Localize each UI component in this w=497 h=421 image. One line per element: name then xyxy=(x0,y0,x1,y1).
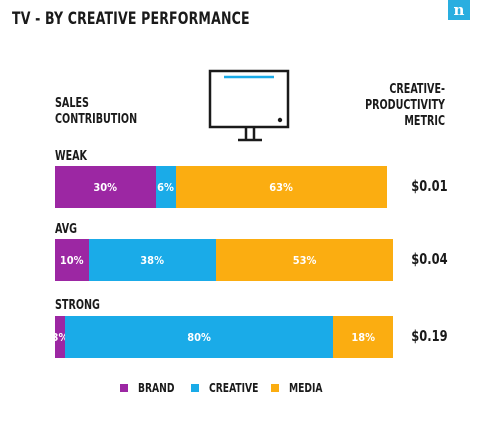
bar-avg: 10% 38% 53% xyxy=(55,239,394,281)
legend-item-brand: BRAND xyxy=(120,381,181,395)
bar-segment-avg-brand: 10% xyxy=(55,239,89,281)
sales-label-line2: CONTRIBUTION xyxy=(55,112,138,127)
sales-contribution-label: SALES CONTRIBUTION xyxy=(55,96,137,128)
bar-segment-weak-media: 63% xyxy=(175,166,387,208)
bar-segment-weak-creative: 6% xyxy=(155,166,176,208)
nielsen-logo-icon: n xyxy=(448,0,470,20)
metric-strong: $0.19 xyxy=(411,327,448,345)
bar-segment-strong-media: 18% xyxy=(333,316,394,358)
row-label-strong: STRONG xyxy=(55,298,100,313)
legend-swatch-media xyxy=(271,384,279,392)
productivity-metric-label: CREATIVE- PRODUCTIVITY METRIC xyxy=(351,82,445,130)
bar-weak: 30% 6% 63% xyxy=(55,166,387,208)
bar-segment-strong-creative: 80% xyxy=(65,316,334,358)
metric-label-line3: METRIC xyxy=(404,114,445,129)
bar-segment-avg-media: 53% xyxy=(215,239,394,281)
legend-item-media: MEDIA xyxy=(271,381,328,395)
bar-segment-strong-brand: 3% xyxy=(55,316,66,358)
metric-label-line1: CREATIVE- xyxy=(389,82,445,97)
row-label-avg: AVG xyxy=(55,222,77,237)
bar-segment-weak-brand: 30% xyxy=(55,166,156,208)
bar-strong: 3%80%18% xyxy=(55,316,394,358)
legend-swatch-creative xyxy=(191,384,199,392)
metric-weak: $0.01 xyxy=(411,177,448,195)
chart-title: TV - BY CREATIVE PERFORMANCE xyxy=(12,9,250,29)
bar-segment-avg-creative: 38% xyxy=(88,239,216,281)
metric-avg: $0.04 xyxy=(411,250,448,268)
legend-label-creative: CREATIVE xyxy=(209,381,259,395)
sales-label-line1: SALES xyxy=(55,96,89,111)
legend-label-media: MEDIA xyxy=(289,381,323,395)
metric-label-line2: PRODUCTIVITY xyxy=(365,98,445,113)
row-label-weak: WEAK xyxy=(55,149,87,164)
monitor-icon xyxy=(208,69,290,142)
legend-item-creative: CREATIVE xyxy=(191,381,267,395)
legend-swatch-brand xyxy=(120,384,128,392)
legend-label-brand: BRAND xyxy=(138,381,175,395)
